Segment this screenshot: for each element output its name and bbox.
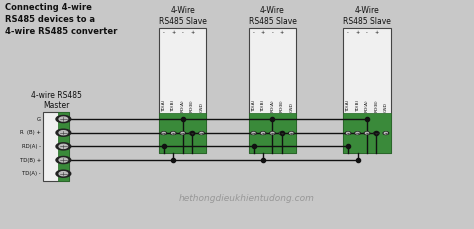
Text: TD(A) -: TD(A) - (22, 171, 41, 176)
Text: -: - (366, 30, 368, 35)
Circle shape (56, 170, 71, 177)
Text: 4-Wire
RS485 Slave: 4-Wire RS485 Slave (248, 6, 296, 26)
Bar (159, 28, 206, 153)
Text: GND: GND (384, 102, 388, 112)
Text: -: - (163, 30, 164, 35)
Bar (343, 28, 391, 153)
Circle shape (200, 132, 203, 134)
Text: TD(B): TD(B) (261, 100, 265, 112)
Text: hethongdieukhientudong.com: hethongdieukhientudong.com (179, 194, 314, 203)
Text: RD(A): RD(A) (365, 99, 369, 112)
Circle shape (199, 132, 204, 134)
Text: 4-wire RS485
Master: 4-wire RS485 Master (31, 90, 82, 110)
Circle shape (59, 144, 68, 148)
Text: G: G (37, 117, 41, 122)
Circle shape (280, 132, 283, 134)
Circle shape (279, 132, 285, 134)
Text: R  (B) +: R (B) + (20, 130, 41, 135)
Circle shape (383, 132, 389, 134)
Circle shape (251, 132, 256, 134)
Circle shape (59, 158, 68, 162)
Text: TD(B): TD(B) (171, 100, 175, 112)
Text: RD(A): RD(A) (181, 99, 185, 112)
Circle shape (346, 132, 350, 134)
Text: TD(B): TD(B) (356, 100, 359, 112)
Circle shape (364, 132, 370, 134)
Circle shape (180, 132, 185, 134)
Bar (249, 28, 296, 153)
Text: RD(B): RD(B) (190, 99, 194, 112)
Circle shape (161, 132, 166, 134)
Text: -: - (182, 30, 183, 35)
Text: +: + (171, 30, 175, 35)
Text: -: - (272, 30, 273, 35)
Circle shape (356, 132, 359, 134)
Bar (249, 113, 296, 153)
Text: GND: GND (289, 102, 293, 112)
Text: -: - (347, 30, 349, 35)
Circle shape (375, 132, 378, 134)
Circle shape (374, 132, 379, 134)
Circle shape (270, 132, 275, 134)
Text: +: + (356, 30, 360, 35)
Circle shape (56, 129, 71, 136)
Circle shape (290, 132, 293, 134)
Bar (57, 112, 69, 180)
Circle shape (262, 132, 264, 134)
Circle shape (181, 132, 184, 134)
Text: 4-Wire
RS485 Slave: 4-Wire RS485 Slave (159, 6, 207, 26)
Bar (343, 113, 391, 153)
Text: RD(B): RD(B) (374, 99, 378, 112)
Circle shape (56, 143, 71, 150)
Circle shape (189, 132, 195, 134)
Text: +: + (374, 30, 378, 35)
Circle shape (289, 132, 294, 134)
Circle shape (271, 132, 274, 134)
Text: +: + (261, 30, 265, 35)
Circle shape (56, 115, 71, 123)
Circle shape (171, 132, 176, 134)
Circle shape (355, 132, 360, 134)
Text: Connecting 4-wire
RS485 devices to a
4-wire RS485 converter: Connecting 4-wire RS485 devices to a 4-w… (5, 3, 118, 35)
Text: +: + (280, 30, 284, 35)
Text: RD(B): RD(B) (280, 99, 284, 112)
Bar (43, 112, 69, 180)
Circle shape (260, 132, 266, 134)
Circle shape (59, 131, 68, 135)
Circle shape (56, 156, 71, 164)
Circle shape (172, 132, 175, 134)
Text: -: - (253, 30, 255, 35)
Text: RD(A): RD(A) (271, 99, 274, 112)
Circle shape (191, 132, 194, 134)
Circle shape (384, 132, 387, 134)
Text: RD(A) -: RD(A) - (22, 144, 41, 149)
Text: TD(A): TD(A) (346, 100, 350, 112)
Text: TD(B) +: TD(B) + (19, 158, 41, 163)
Circle shape (162, 132, 165, 134)
Circle shape (365, 132, 368, 134)
Text: TD(A): TD(A) (252, 100, 255, 112)
Text: 4-Wire
RS485 Slave: 4-Wire RS485 Slave (343, 6, 391, 26)
Text: +: + (190, 30, 194, 35)
Bar (159, 113, 206, 153)
Text: TD(A): TD(A) (162, 100, 166, 112)
Text: GND: GND (200, 102, 203, 112)
Circle shape (59, 117, 68, 121)
Circle shape (59, 172, 68, 176)
Circle shape (346, 132, 351, 134)
Circle shape (252, 132, 255, 134)
